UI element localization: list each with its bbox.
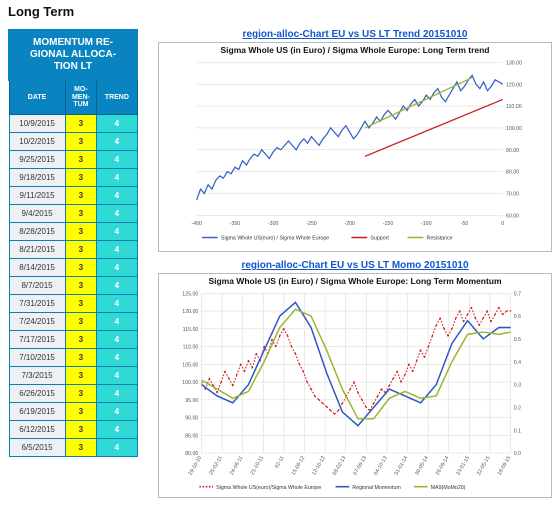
svg-text:-350: -350 bbox=[230, 221, 241, 227]
svg-text:0.0: 0.0 bbox=[514, 451, 521, 457]
svg-text:Resistance: Resistance bbox=[427, 236, 453, 242]
chart-trend-link[interactable]: region-alloc-Chart EU vs US LT Trend 201… bbox=[158, 29, 552, 40]
table-row: 6/5/201534 bbox=[9, 439, 137, 457]
table-row: 10/9/201534 bbox=[9, 115, 137, 133]
svg-text:07-06-13: 07-06-13 bbox=[352, 455, 368, 476]
allocation-table: MOMENTUM RE-GIONAL ALLOCA-TION LT DATE M… bbox=[8, 29, 138, 457]
chart-momo-panel: region-alloc-Chart EU vs US LT Momo 2015… bbox=[158, 260, 552, 498]
svg-text:15-06-12: 15-06-12 bbox=[291, 455, 307, 476]
table-title: MOMENTUM RE-GIONAL ALLOCA-TION LT bbox=[9, 30, 137, 80]
svg-text:30-05-14: 30-05-14 bbox=[414, 455, 430, 476]
table-row: 8/7/201534 bbox=[9, 277, 137, 295]
svg-text:100.00: 100.00 bbox=[506, 126, 522, 132]
svg-text:12-10-12: 12-10-12 bbox=[311, 455, 327, 476]
chart-trend-svg: 60.00 70.00 80.00 90.00 100.00 110.00 120.00 13… bbox=[163, 57, 547, 247]
svg-text:21-10-11: 21-10-11 bbox=[250, 455, 266, 476]
table-row: 7/10/201534 bbox=[9, 349, 137, 367]
svg-text:0.3: 0.3 bbox=[514, 383, 521, 389]
svg-text:-50: -50 bbox=[461, 221, 469, 227]
svg-text:110.00: 110.00 bbox=[506, 104, 522, 110]
table-row: 9/4/201534 bbox=[9, 205, 137, 223]
col-date: DATE bbox=[9, 80, 65, 115]
svg-text:120.00: 120.00 bbox=[506, 82, 522, 88]
svg-text:23-01-15: 23-01-15 bbox=[455, 455, 471, 476]
svg-text:125.00: 125.00 bbox=[182, 291, 198, 297]
table-row: 8/14/201534 bbox=[9, 259, 137, 277]
table-row: 7/31/201534 bbox=[9, 295, 137, 313]
svg-text:70.00: 70.00 bbox=[506, 192, 519, 198]
svg-text:120.00: 120.00 bbox=[182, 309, 198, 315]
svg-text:24-06-11: 24-06-11 bbox=[229, 455, 245, 476]
table-row: 6/26/201534 bbox=[9, 385, 137, 403]
svg-text:25-02-11: 25-02-11 bbox=[208, 455, 224, 476]
svg-text:0.7: 0.7 bbox=[514, 291, 521, 297]
svg-text:29-10-10: 29-10-10 bbox=[188, 455, 204, 476]
svg-text:0.1: 0.1 bbox=[514, 428, 521, 434]
svg-text:0.6: 0.6 bbox=[514, 314, 521, 320]
svg-text:-200: -200 bbox=[344, 221, 355, 227]
chart-trend-title: Sigma Whole US (in Euro) / Sigma Whole E… bbox=[163, 45, 547, 55]
svg-text:02-11: 02-11 bbox=[274, 455, 286, 469]
table-row: 9/25/201534 bbox=[9, 151, 137, 169]
table-row: 8/21/201534 bbox=[9, 241, 137, 259]
svg-text:60.00: 60.00 bbox=[506, 213, 519, 219]
chart-trend-panel: region-alloc-Chart EU vs US LT Trend 201… bbox=[158, 29, 552, 252]
table-row: 6/19/201534 bbox=[9, 403, 137, 421]
col-trend: TREND bbox=[97, 80, 137, 115]
svg-text:130.00: 130.00 bbox=[506, 60, 522, 66]
svg-text:22-05-15: 22-05-15 bbox=[476, 455, 492, 476]
svg-text:Regional Momentum: Regional Momentum bbox=[352, 485, 401, 491]
svg-text:85.00: 85.00 bbox=[185, 433, 198, 439]
svg-text:Sigma Whole US(euro)/Sigma Who: Sigma Whole US(euro)/Sigma Whole Europe bbox=[216, 485, 321, 491]
chart-momo-link[interactable]: region-alloc-Chart EU vs US LT Momo 2015… bbox=[158, 260, 552, 271]
chart-momo-title: Sigma Whole US (in Euro) / Sigma Whole E… bbox=[163, 276, 547, 286]
svg-text:18-09-15: 18-09-15 bbox=[497, 455, 513, 476]
svg-text:-300: -300 bbox=[268, 221, 279, 227]
svg-text:90.00: 90.00 bbox=[506, 148, 519, 154]
svg-text:-100: -100 bbox=[421, 221, 432, 227]
table-row: 6/12/201534 bbox=[9, 421, 137, 439]
svg-text:115.00: 115.00 bbox=[183, 327, 199, 333]
svg-text:90.00: 90.00 bbox=[185, 416, 198, 422]
svg-text:95.00: 95.00 bbox=[185, 398, 198, 404]
table-row: 7/17/201534 bbox=[9, 331, 137, 349]
svg-text:0.4: 0.4 bbox=[514, 360, 521, 366]
svg-text:110.00: 110.00 bbox=[183, 345, 199, 351]
svg-text:105.00: 105.00 bbox=[182, 362, 198, 368]
svg-text:08-02-13: 08-02-13 bbox=[332, 455, 348, 476]
svg-text:0: 0 bbox=[501, 221, 504, 227]
page-title: Long Term bbox=[8, 4, 552, 19]
svg-text:-250: -250 bbox=[306, 221, 317, 227]
svg-text:80.00: 80.00 bbox=[506, 170, 519, 176]
svg-text:100.00: 100.00 bbox=[182, 380, 198, 386]
svg-text:MA9(MoMo20): MA9(MoMo20) bbox=[431, 485, 466, 491]
table-row: 7/24/201534 bbox=[9, 313, 137, 331]
svg-text:-400: -400 bbox=[191, 221, 202, 227]
table-row: 9/18/201534 bbox=[9, 169, 137, 187]
svg-text:Sigma Whole US(euro) / Sigma W: Sigma Whole US(euro) / Sigma Whole Europ… bbox=[221, 236, 329, 242]
svg-text:31-01-14: 31-01-14 bbox=[394, 455, 410, 476]
svg-text:0.2: 0.2 bbox=[514, 405, 521, 411]
svg-text:04-10-13: 04-10-13 bbox=[373, 455, 389, 476]
svg-text:-150: -150 bbox=[383, 221, 394, 227]
svg-text:Support: Support bbox=[370, 236, 389, 242]
table-row: 8/28/201534 bbox=[9, 223, 137, 241]
chart-momo-svg: 80.0085.0090.0095.00100.00105.00110.0011… bbox=[163, 288, 547, 493]
svg-text:0.5: 0.5 bbox=[514, 337, 521, 343]
col-momentum: MO- MEN- TUM bbox=[65, 80, 97, 115]
svg-text:26-09-14: 26-09-14 bbox=[435, 455, 451, 476]
table-row: 9/11/201534 bbox=[9, 187, 137, 205]
table-row: 7/3/201534 bbox=[9, 367, 137, 385]
table-row: 10/2/201534 bbox=[9, 133, 137, 151]
